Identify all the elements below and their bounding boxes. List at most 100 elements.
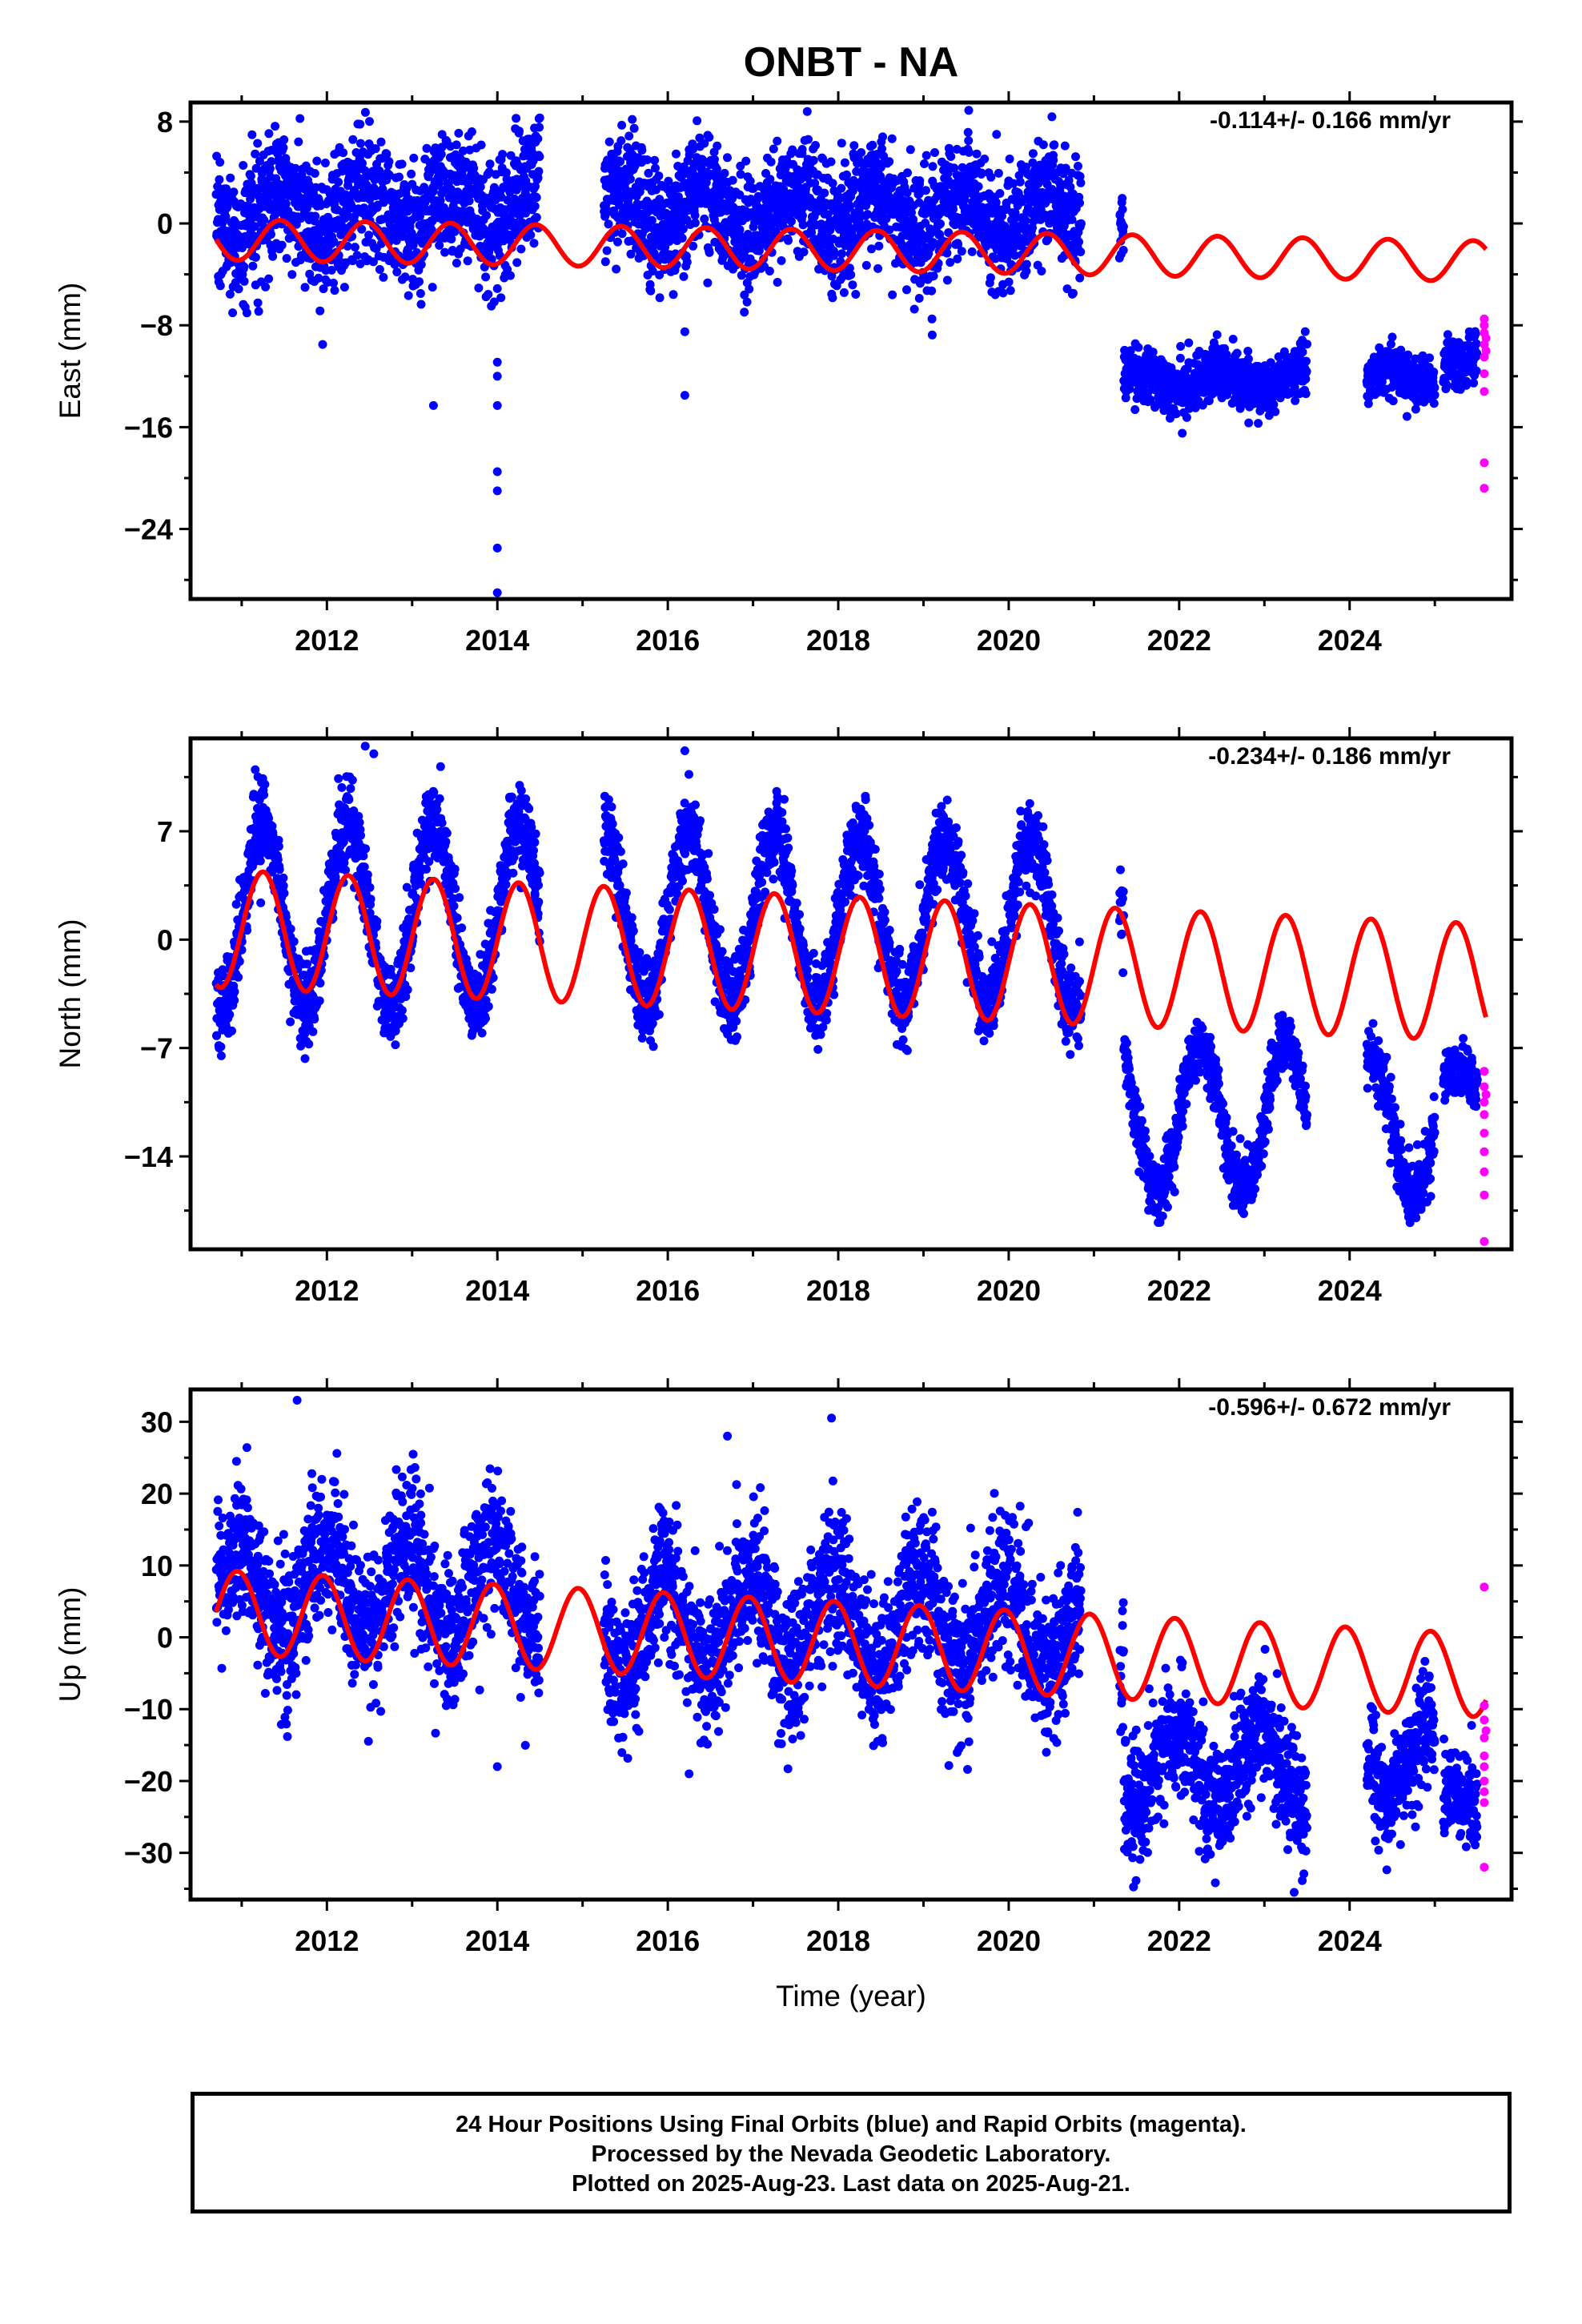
- east-data-point: [690, 218, 700, 227]
- east-data-point: [221, 212, 231, 221]
- east-data-point: [446, 184, 456, 194]
- north-data-point: [315, 979, 325, 988]
- east-data-point: [1050, 140, 1059, 150]
- east-data-point: [942, 248, 952, 258]
- east-data-point: [1118, 205, 1127, 214]
- east-data-point: [868, 140, 877, 150]
- east-data-point: [355, 259, 365, 268]
- north-data-point: [346, 784, 355, 794]
- east-y-tick-label: −8: [140, 309, 173, 342]
- east-data-point: [765, 175, 775, 184]
- east-data-point: [1021, 216, 1030, 225]
- east-data-point: [365, 117, 374, 127]
- east-outlier-point: [492, 467, 502, 476]
- east-data-point: [909, 304, 919, 314]
- east-data-point: [247, 130, 257, 139]
- east-data-point: [921, 186, 930, 195]
- east-data-point: [1254, 419, 1263, 428]
- east-data-point: [736, 170, 745, 179]
- east-data-point: [750, 218, 760, 227]
- east-data-point: [773, 136, 782, 146]
- east-data-point: [278, 191, 287, 200]
- east-data-point: [277, 240, 287, 250]
- east-data-point: [1118, 194, 1127, 203]
- north-data-point: [225, 1010, 235, 1019]
- east-outlier-point: [492, 372, 502, 381]
- east-data-point: [404, 291, 413, 300]
- east-rapid-point: [1481, 346, 1491, 356]
- east-data-point: [427, 225, 436, 235]
- east-data-point: [1388, 396, 1398, 406]
- east-data-point: [436, 150, 446, 159]
- east-data-point: [501, 168, 511, 177]
- east-data-point: [279, 143, 288, 152]
- east-outlier-point: [492, 486, 502, 496]
- north-data-point: [255, 856, 265, 866]
- east-data-point: [766, 157, 776, 167]
- east-data-point: [972, 149, 982, 159]
- east-data-point: [602, 246, 612, 255]
- east-data-point: [1118, 246, 1128, 255]
- east-data-point: [535, 113, 544, 123]
- east-data-point: [885, 225, 894, 235]
- north-data-point: [230, 995, 239, 1005]
- east-data-point: [857, 148, 866, 157]
- east-data-point: [741, 156, 751, 166]
- north-data-point: [216, 1042, 226, 1051]
- east-data-point: [378, 184, 387, 194]
- east-data-point: [861, 260, 871, 270]
- east-data-point: [1429, 399, 1439, 408]
- east-data-point: [1182, 412, 1191, 422]
- east-data-point: [239, 262, 249, 271]
- east-data-point: [474, 283, 484, 293]
- east-outlier-point: [492, 543, 502, 553]
- east-data-point: [677, 233, 687, 243]
- east-data-point: [1244, 418, 1254, 428]
- east-data-point: [1075, 199, 1084, 207]
- east-data-point: [291, 219, 301, 229]
- north-data-point: [286, 924, 295, 934]
- east-data-point: [1302, 367, 1311, 376]
- east-data-point: [909, 215, 917, 224]
- east-data-point: [902, 188, 912, 197]
- east-data-point: [1300, 327, 1310, 336]
- east-data-point: [1134, 343, 1143, 352]
- east-data-point: [533, 173, 543, 183]
- east-data-point: [967, 247, 977, 256]
- east-data-point: [242, 308, 251, 318]
- east-velocity-annotation: -0.114+/- 0.166 mm/yr: [1210, 107, 1451, 134]
- east-data-point: [434, 179, 444, 188]
- east-data-point: [382, 149, 391, 159]
- east-data-point: [368, 257, 378, 267]
- north-data-point: [227, 1026, 236, 1035]
- east-data-point: [311, 211, 320, 221]
- east-x-tick-label: 2024: [1318, 624, 1382, 657]
- north-data-point: [372, 917, 382, 926]
- east-panel: 2012 2014 2016 2018 2020 2022 202480−8−16−24Ea…: [54, 91, 1523, 657]
- east-data-point: [994, 168, 1003, 178]
- east-data-point: [977, 168, 986, 178]
- east-data-point: [315, 306, 325, 316]
- east-data-point: [251, 149, 260, 159]
- north-panel: 2012 2014 2016 2018 2020 2022 202470−7−14North…: [54, 727, 1523, 1307]
- east-data-point: [246, 171, 255, 181]
- east-data-point: [469, 163, 479, 173]
- east-data-point: [348, 135, 358, 144]
- east-data-point: [481, 272, 491, 282]
- east-data-point: [310, 169, 319, 178]
- east-data-point: [253, 298, 263, 308]
- east-data-point: [964, 147, 974, 157]
- east-data-point: [776, 171, 785, 179]
- east-data-point: [1061, 163, 1070, 173]
- north-data-point: [334, 774, 343, 783]
- east-outlier-point: [680, 391, 689, 400]
- east-data-point: [422, 143, 432, 153]
- east-data-point: [436, 195, 445, 205]
- east-data-point: [877, 144, 886, 154]
- east-data-point: [710, 155, 719, 164]
- north-data-point: [289, 937, 299, 947]
- east-data-point: [533, 134, 543, 143]
- east-rapid-point: [1480, 369, 1489, 379]
- east-data-point: [225, 289, 235, 299]
- east-data-point: [291, 163, 300, 173]
